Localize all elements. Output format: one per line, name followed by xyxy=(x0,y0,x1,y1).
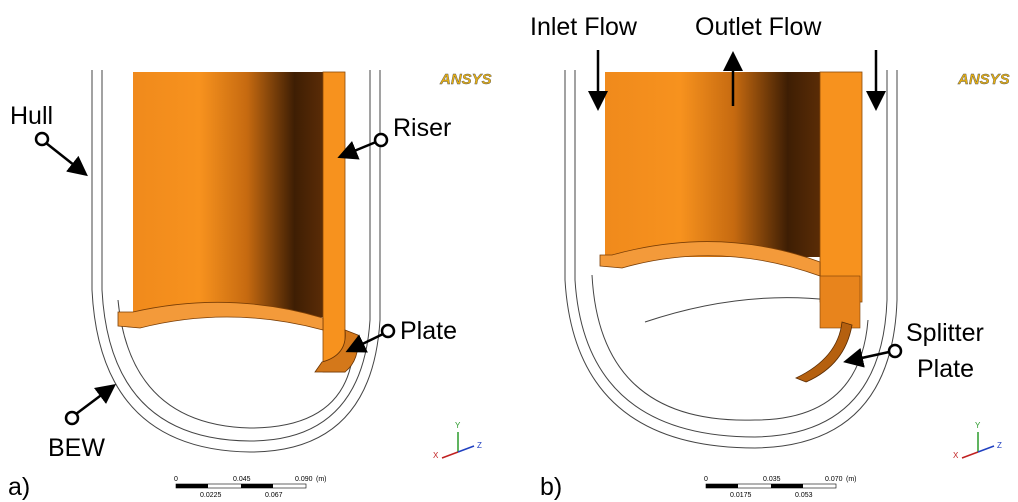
scale-tick: 0 xyxy=(704,476,708,483)
triad-label: Z xyxy=(997,441,1002,450)
scale-tick: 0.090 xyxy=(295,476,313,483)
triad-label: Y xyxy=(975,421,981,430)
axis-triad: Y X Z xyxy=(953,421,1002,460)
callout-arrow xyxy=(848,352,889,361)
callout-ring xyxy=(36,133,48,145)
triad-axis xyxy=(458,446,474,452)
scale-bar: 0 0.035 0.070 (m) 0.0175 0.053 xyxy=(704,476,857,499)
splitter-plate xyxy=(796,322,852,382)
triad-axis xyxy=(978,446,994,452)
callout-label: Splitter xyxy=(906,319,984,347)
panel-a: ANSYS Hull Riser Plate BEW a) 0 0.045 0.… xyxy=(8,70,492,501)
scale-bar: 0 0.045 0.090 (m) 0.0225 0.067 xyxy=(174,476,327,499)
logo: ANSYS xyxy=(439,71,492,88)
scale-segment xyxy=(241,484,273,488)
scale-unit: (m) xyxy=(846,476,857,483)
riser xyxy=(605,72,820,257)
triad-label: Y xyxy=(455,421,461,430)
riser-wall xyxy=(323,72,345,372)
callout-arrow xyxy=(76,387,112,414)
scale-tick: 0 xyxy=(174,476,178,483)
callout-arrow xyxy=(342,142,376,156)
callout-label: Plate xyxy=(917,355,974,383)
callout-label: Inlet Flow xyxy=(530,13,638,41)
scale-subtick: 0.0175 xyxy=(730,492,752,499)
panel-label: b) xyxy=(540,473,562,501)
scale-subtick: 0.067 xyxy=(265,492,283,499)
scale-segment xyxy=(771,484,803,488)
panel-b: ANSYS Inlet Flow Outlet Flow Splitter Pl… xyxy=(530,13,1010,501)
axis-triad: Y X Z xyxy=(433,421,482,460)
scale-subtick: 0.053 xyxy=(795,492,813,499)
logo: ANSYS xyxy=(957,71,1010,88)
callout-ring xyxy=(382,325,394,337)
triad-label: Z xyxy=(477,441,482,450)
panel-label: a) xyxy=(8,473,30,501)
riser xyxy=(133,72,323,317)
callout-label: Hull xyxy=(10,102,53,130)
scale-segment xyxy=(176,484,208,488)
callout-ring xyxy=(375,134,387,146)
triad-axis xyxy=(962,452,978,458)
callout-label: BEW xyxy=(48,434,105,462)
riser-wall-lower xyxy=(820,276,860,328)
callout-label: Outlet Flow xyxy=(695,13,822,41)
scale-segment xyxy=(706,484,738,488)
scale-tick: 0.070 xyxy=(825,476,843,483)
scale-subtick: 0.0225 xyxy=(200,492,222,499)
riser-wall xyxy=(820,72,862,302)
callout-label: Plate xyxy=(400,317,457,345)
callout-ring xyxy=(889,345,901,357)
callout-label: Riser xyxy=(393,114,451,142)
triad-label: X xyxy=(953,451,959,460)
scale-tick: 0.045 xyxy=(233,476,251,483)
scale-tick: 0.035 xyxy=(763,476,781,483)
callout-arrow xyxy=(46,143,84,173)
figure: ANSYS Hull Riser Plate BEW a) 0 0.045 0.… xyxy=(0,0,1018,502)
triad-axis xyxy=(442,452,458,458)
triad-label: X xyxy=(433,451,439,460)
scale-unit: (m) xyxy=(316,476,327,483)
callout-ring xyxy=(66,412,78,424)
plate-outline xyxy=(645,298,830,322)
